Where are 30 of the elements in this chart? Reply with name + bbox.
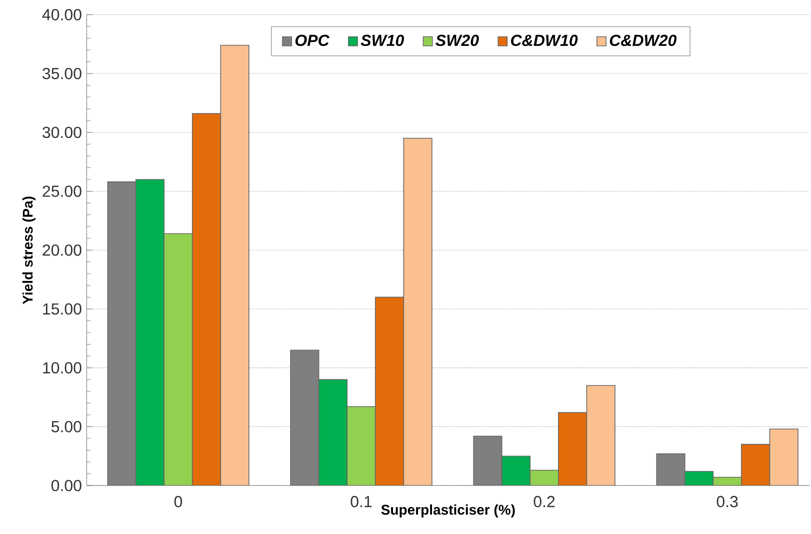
legend-label: OPC xyxy=(295,34,330,46)
x-tick-label: 0.3 xyxy=(716,496,738,508)
bar xyxy=(164,233,193,486)
bar xyxy=(192,113,222,486)
x-tick-label: 0.1 xyxy=(350,496,372,508)
y-tick-label: 0.00 xyxy=(51,480,82,492)
legend-label: SW20 xyxy=(436,34,479,46)
bar xyxy=(741,444,770,486)
bar xyxy=(374,297,404,486)
bar xyxy=(501,456,531,486)
y-tick-label: 35.00 xyxy=(42,68,82,80)
y-tick-label: 10.00 xyxy=(43,362,82,374)
bar xyxy=(318,379,348,486)
bar xyxy=(346,406,376,486)
legend-label: C&DW10 xyxy=(511,34,578,46)
x-tick-label: 0.2 xyxy=(534,496,555,508)
y-tick-label: 20.00 xyxy=(42,244,82,256)
y-tick-label: 25.00 xyxy=(42,186,82,198)
y-tick-label: 30.00 xyxy=(42,126,82,138)
y-tick-label: 5.00 xyxy=(51,421,82,433)
y-axis-title: Yield stress (Pa) xyxy=(22,196,36,304)
bar xyxy=(558,412,588,486)
y-tick-label: 15.00 xyxy=(43,304,82,315)
legend-label: C&DW20 xyxy=(610,34,677,46)
x-axis-title: Superplasticiser (%) xyxy=(381,504,515,518)
bar xyxy=(135,179,164,486)
bar xyxy=(530,470,559,486)
y-tick-label: 40.00 xyxy=(42,9,82,21)
legend-label: SW10 xyxy=(360,34,404,46)
x-tick-label: 0 xyxy=(174,496,182,508)
